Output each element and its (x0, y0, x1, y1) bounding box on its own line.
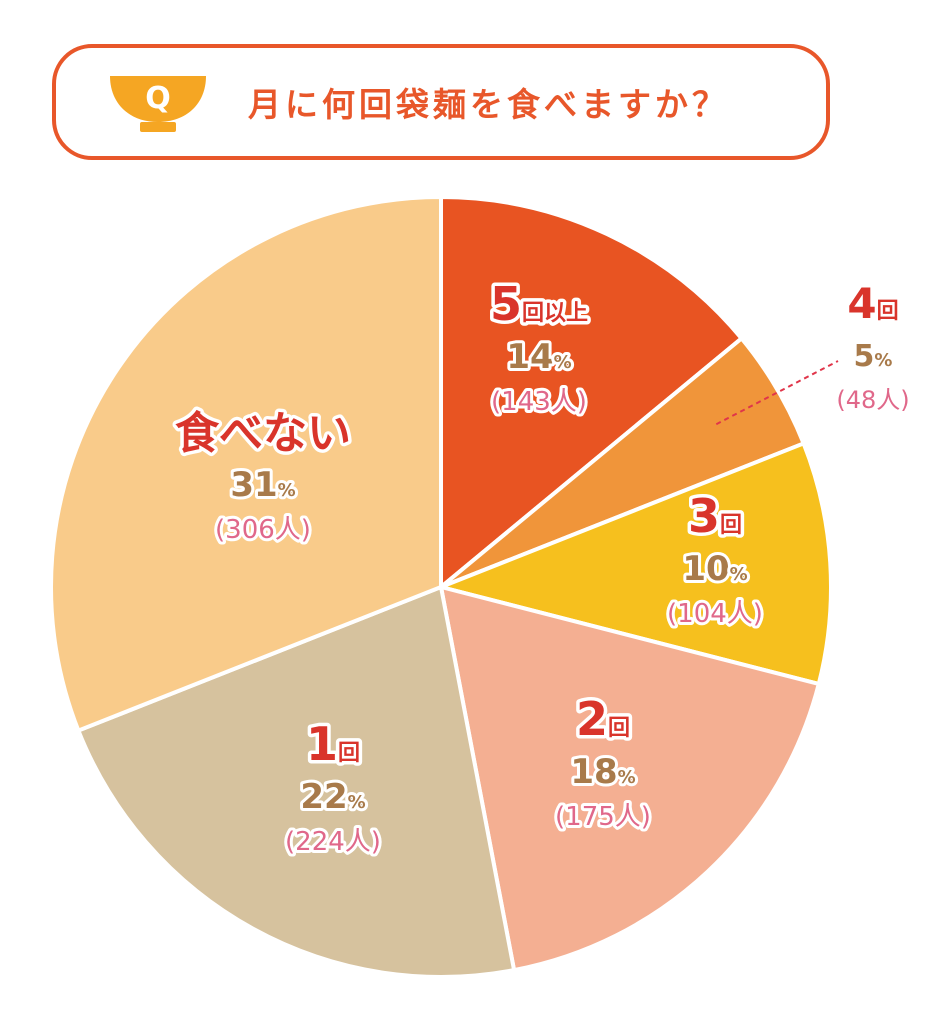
slice-label-pct-3kai: 10% (682, 549, 747, 589)
slice-label-name-1kai: 1回 (306, 717, 360, 771)
pie-slice-tabenai (49, 195, 443, 733)
slice-label-count-5kai-ijo: (143人) (491, 387, 587, 417)
pie-slice-1kai (76, 585, 517, 979)
slice-label-pct-2kai: 18% (570, 752, 635, 792)
slice-label-pct-5kai-ijo: 14% (506, 337, 571, 377)
slice-label-name-4kai: 4回 (847, 279, 898, 328)
slice-label-pct-tabenai: 31% (230, 465, 295, 505)
slice-label-count-1kai: (224人) (285, 827, 381, 857)
pie-slice-3kai (439, 441, 834, 686)
slice-label-pct-4kai: 5% (854, 339, 893, 374)
slice-label-count-tabenai: (306人) (215, 515, 311, 545)
q-letter: Q (145, 81, 171, 116)
slice-label-count-4kai: (48人) (836, 386, 909, 414)
leader-line-4kai (715, 360, 839, 426)
slice-label-name-tabenai: 食べない (175, 408, 351, 459)
slice-label-name-5kai-ijo: 5回以上 (490, 277, 588, 331)
slice-label-name-3kai: 3回 (688, 489, 742, 543)
question-title: 月に何回袋麺を食べますか？ (248, 85, 729, 124)
slice-label-pct-1kai: 22% (300, 777, 365, 817)
slice-label-name-2kai: 2回 (576, 692, 630, 746)
rice-bowl-icon: Q (110, 76, 206, 132)
slice-label-count-3kai: (104人) (667, 599, 763, 629)
question-box: Q 月に何回袋麺を食べますか？ (52, 44, 830, 160)
pie-slice-5kai-ijo (439, 195, 744, 589)
slice-label-count-2kai: (175人) (555, 802, 651, 832)
pie-slice-2kai (439, 585, 821, 973)
